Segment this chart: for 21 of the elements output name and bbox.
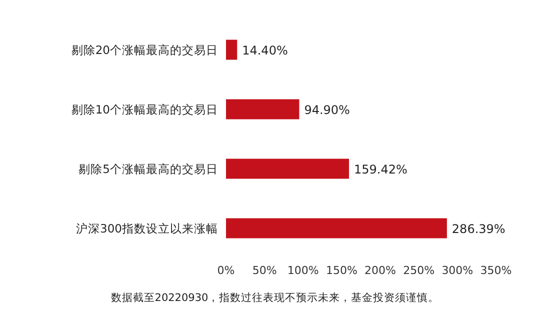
bar xyxy=(226,158,349,179)
data-label: 159.42% xyxy=(354,162,408,176)
x-tick-label: 250% xyxy=(403,264,435,277)
data-label: 286.39% xyxy=(452,222,506,236)
x-tick-label: 300% xyxy=(442,264,474,277)
y-tick-label: 剔除5个涨幅最高的交易日 xyxy=(78,162,218,176)
x-tick-label: 350% xyxy=(480,264,512,277)
x-tick-label: 50% xyxy=(252,264,277,277)
y-tick-label: 剔除20个涨幅最高的交易日 xyxy=(71,42,218,57)
data-label: 94.90% xyxy=(304,102,350,117)
x-tick-label: 0% xyxy=(217,264,235,277)
x-tick-label: 200% xyxy=(364,264,396,277)
data-label: 14.40% xyxy=(242,43,288,58)
bar xyxy=(226,99,300,120)
x-tick-label: 100% xyxy=(287,264,319,277)
bar xyxy=(226,218,447,238)
y-tick-label: 沪深300指数设立以来涨幅 xyxy=(76,221,218,236)
x-tick-label: 150% xyxy=(326,264,358,277)
y-tick-label: 剔除10个涨幅最高的交易日 xyxy=(71,102,218,116)
bar xyxy=(226,40,238,60)
text: 数据截至20220930，指数过往表现不预示未来，基金投资须谨慎。 xyxy=(110,291,440,304)
